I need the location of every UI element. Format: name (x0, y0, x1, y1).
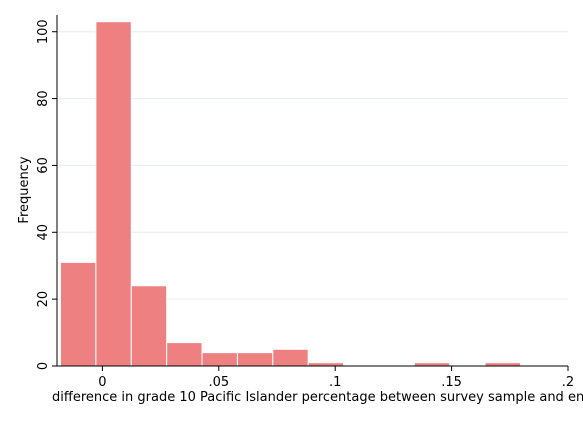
histogram-bars (59, 21, 522, 367)
histogram-bar-7 (307, 362, 345, 367)
histogram-bar-0 (59, 261, 97, 367)
x-tick-label-.1: .1 (329, 375, 341, 390)
y-tick-label-0: 0 (36, 362, 51, 370)
x-tick-label-.15: .15 (441, 375, 462, 390)
tick-marks-and-labels: 0 20 40 60 80 100 0 .05 .1 .15 .2 (36, 19, 574, 390)
x-axis-title: difference in grade 10 Pacific Islander … (52, 390, 583, 405)
x-tick-label-.2: .2 (562, 375, 574, 390)
histogram-bar-6 (272, 348, 309, 367)
histogram-bar-10 (413, 362, 451, 367)
histogram-bar-5 (236, 352, 274, 367)
y-tick-label-80: 80 (36, 90, 51, 107)
y-tick-label-40: 40 (36, 224, 51, 241)
y-axis-title: Frequency (17, 156, 32, 223)
y-tick-label-20: 20 (36, 291, 51, 308)
gridlines (57, 31, 568, 300)
y-tick-label-60: 60 (36, 157, 51, 174)
histogram-bar-12 (484, 362, 522, 367)
histogram-bar-3 (166, 342, 203, 367)
axes (56, 15, 568, 367)
histogram-bar-4 (201, 352, 238, 367)
x-tick-label-0: 0 (98, 375, 106, 390)
histogram-bar-1 (95, 21, 132, 367)
y-tick-label-100: 100 (36, 19, 51, 44)
x-tick-label-.05: .05 (208, 375, 229, 390)
histogram-bar-2 (130, 285, 168, 367)
